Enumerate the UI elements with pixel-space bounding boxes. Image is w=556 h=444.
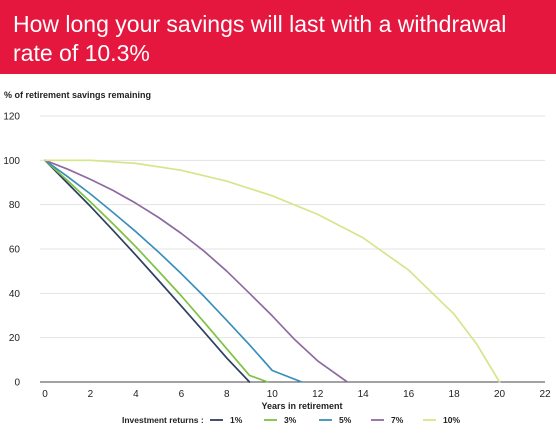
x-tick-label: 16 [403,389,415,400]
y-axis-label: % of retirement savings remaining [4,90,151,100]
legend-title: Investment returns : [122,415,204,425]
x-tick-label: 12 [312,389,324,400]
x-tick-label: 20 [494,389,506,400]
y-tick-label: 40 [9,289,21,300]
x-tick-label: 8 [224,389,230,400]
legend-label: 1% [230,415,243,425]
y-tick-label: 80 [9,200,21,211]
x-tick-label: 14 [358,389,370,400]
chart-title: How long your savings will last with a w… [13,11,507,66]
legend-label: 3% [284,415,297,425]
y-tick-label: 0 [14,378,20,389]
title-banner: How long your savings will last with a w… [0,0,556,74]
x-axis-label: Years in retirement [261,401,342,411]
y-tick-label: 100 [3,156,20,167]
legend-label: 10% [443,415,460,425]
y-tick-label: 20 [9,333,21,344]
y-tick-label: 120 [3,112,20,123]
x-tick-label: 10 [267,389,279,400]
series-line-10pct [44,159,501,383]
line-chart: % of retirement savings remaining0204060… [3,90,551,425]
x-tick-label: 2 [88,389,94,400]
legend-label: 5% [339,415,352,425]
series-line-1pct [44,159,251,383]
series-line-7pct [44,159,349,383]
series-line-3pct [44,159,269,383]
y-tick-label: 60 [9,245,21,256]
x-tick-label: 22 [539,389,551,400]
legend-label: 7% [391,415,404,425]
x-tick-label: 0 [42,389,48,400]
x-tick-label: 4 [133,389,139,400]
x-tick-label: 18 [449,389,461,400]
series-line-5pct [44,159,303,383]
x-tick-label: 6 [179,389,185,400]
